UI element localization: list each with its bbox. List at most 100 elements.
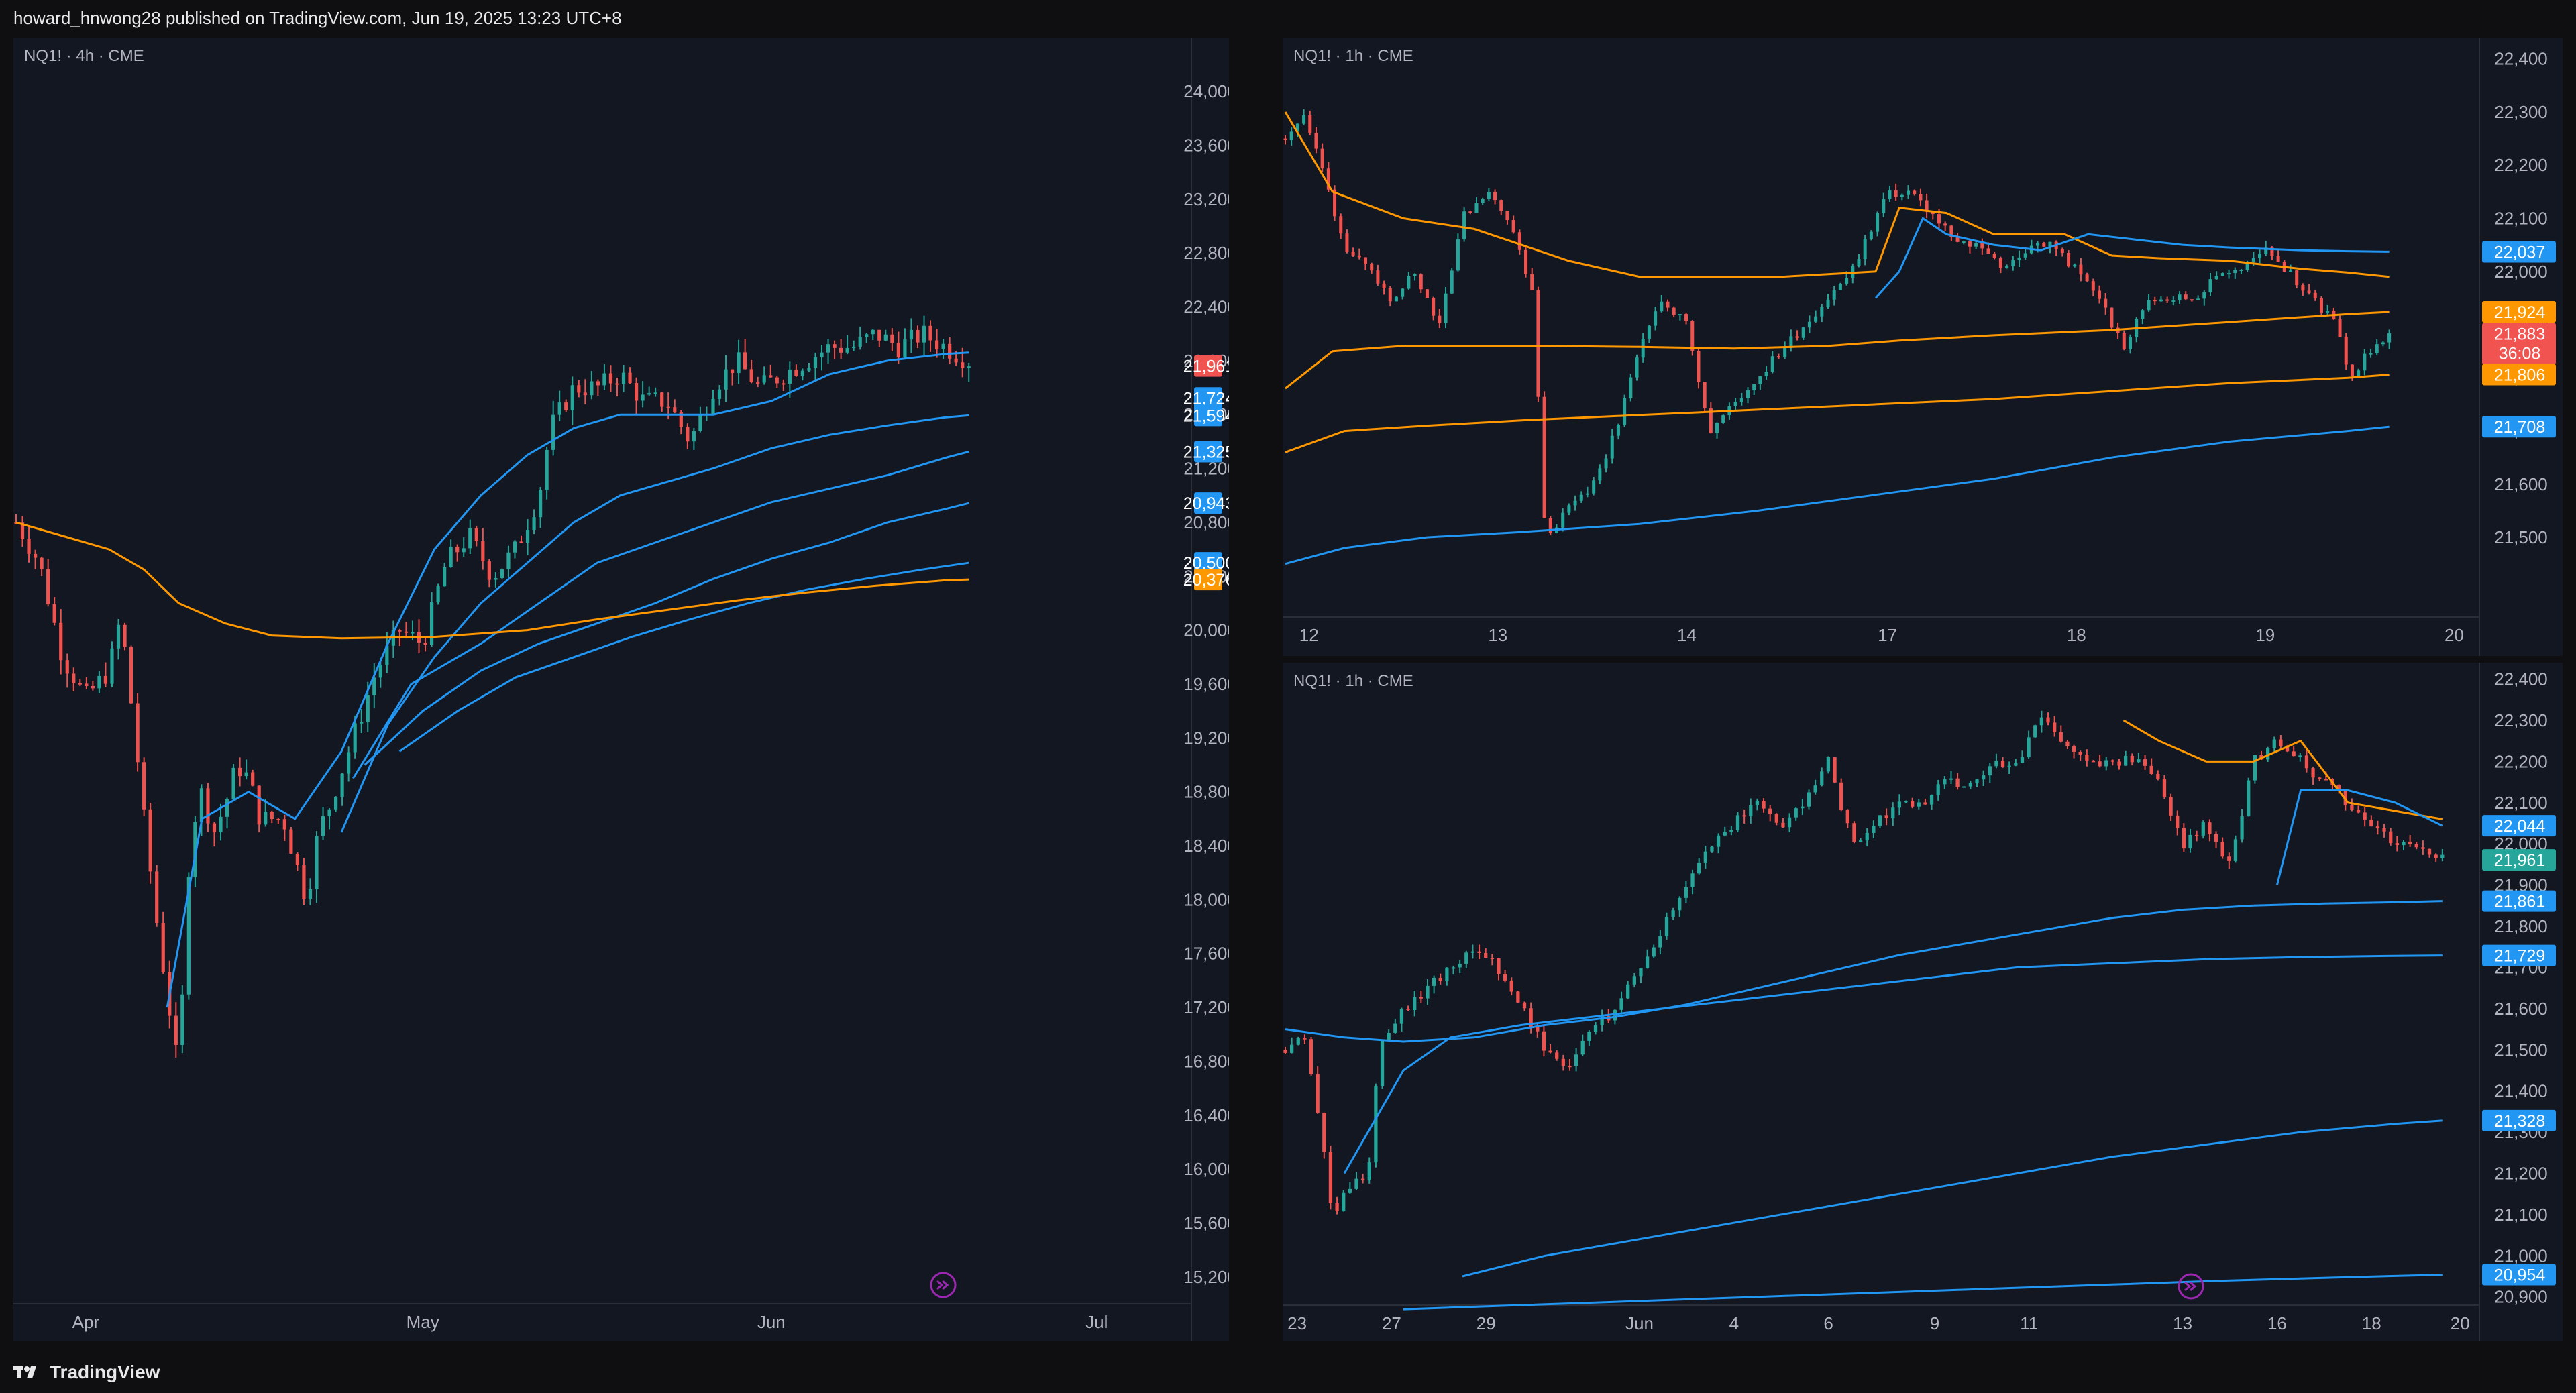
candle-body — [2104, 760, 2108, 767]
candle-body — [1647, 325, 1651, 339]
candle-body — [238, 767, 242, 777]
candle-body — [2247, 780, 2251, 817]
x-tick-label: 13 — [2173, 1313, 2192, 1333]
y-tick-label: 22,100 — [2494, 793, 2548, 813]
candle-body — [2027, 737, 2031, 757]
candle-body — [423, 643, 427, 645]
countdown-text: 36:08 — [2499, 345, 2541, 364]
candle-body — [1367, 1162, 1371, 1180]
candle-body — [577, 385, 581, 393]
price-label-text: 21,729 — [2494, 947, 2545, 966]
candle-body — [1749, 805, 1753, 816]
chart-panel-1h-bottom[interactable]: NQ1! · 1h · CME 22,400 22,300 22,200 22,100… — [1283, 663, 2563, 1341]
chart-panel-1h-top[interactable]: NQ1! · 1h · CME 22,400 22,300 22,200 22,100… — [1283, 38, 2563, 656]
candle-body — [1419, 997, 1423, 999]
y-tick-label: 22,100 — [2494, 209, 2548, 229]
brand-name: TradingView — [50, 1361, 160, 1382]
tradingview-logo[interactable]: TradingView — [13, 1361, 160, 1383]
candle-body — [2208, 822, 2212, 834]
candle-body — [2033, 725, 2037, 738]
candle-body — [2264, 247, 2268, 254]
price-label-text: 21,708 — [2494, 418, 2545, 437]
candle-body — [494, 577, 498, 580]
candle-body — [1900, 194, 1904, 197]
price-label-box — [1194, 552, 1222, 574]
candle-body — [1484, 952, 1488, 958]
scroll-to-realtime-icon[interactable] — [930, 1272, 957, 1298]
candle-body — [2171, 300, 2176, 302]
candle-body — [1370, 264, 1374, 271]
chart-svg-1h-bottom[interactable]: 22,40022,30022,20022,10022,00021,90021,8… — [1283, 663, 2563, 1341]
candle-body — [1690, 873, 1695, 887]
candle-body — [2307, 290, 2311, 293]
candle-body — [1755, 801, 1760, 805]
y-tick-label: 22,200 — [2494, 751, 2548, 771]
candle-body — [871, 329, 875, 335]
candle-body — [1555, 1052, 1559, 1059]
candle-body — [1639, 968, 1643, 977]
candle-body — [583, 392, 587, 396]
candle-body — [2313, 292, 2317, 298]
candle-body — [865, 334, 869, 337]
candle-body — [1781, 822, 1785, 828]
candle-body — [2276, 256, 2280, 262]
y-tick-label: 16,800 — [1183, 1051, 1229, 1071]
price-label-box — [2482, 815, 2556, 837]
price-label-text: 21,861 — [2494, 893, 2545, 911]
candle-body — [1820, 771, 1824, 786]
candle-body — [769, 375, 773, 378]
candle-body — [411, 632, 415, 634]
candle-body — [1308, 115, 1312, 133]
candle-body — [737, 352, 741, 374]
candle-body — [180, 994, 184, 1045]
candle-body — [1975, 779, 1979, 783]
indicator-line — [1285, 311, 2390, 390]
candle-body — [1432, 977, 1436, 986]
chart-panel-4h[interactable]: NQ1! · 4h · CME 24,000 23,600 23,200 22,800… — [13, 38, 1237, 1341]
candle-body — [1845, 278, 1849, 284]
candle-body — [2036, 243, 2040, 246]
candle-body — [1897, 801, 1902, 808]
candle-body — [1672, 307, 1676, 315]
candle-body — [1567, 505, 1571, 513]
candle-body — [1697, 862, 1701, 874]
candle-body — [33, 553, 38, 558]
indicator-line — [2123, 719, 2443, 820]
candle-body — [1493, 192, 1497, 201]
candle-body — [1845, 810, 1849, 824]
candle-body — [1671, 910, 1675, 917]
candle-body — [1388, 288, 1392, 302]
candle-body — [941, 343, 945, 350]
y-tick-label: 20,800 — [1183, 512, 1229, 533]
candle-body — [621, 372, 626, 385]
candle-body — [474, 528, 478, 541]
candle-body — [1838, 284, 1842, 290]
scroll-to-realtime-icon[interactable] — [2178, 1273, 2204, 1300]
candle-body — [1302, 115, 1306, 124]
price-label-box — [1194, 569, 1222, 591]
chart-svg-1h-top[interactable]: 22,40022,30022,20022,10022,00021,90021,8… — [1283, 38, 2563, 656]
candle-body — [327, 809, 331, 817]
candle-body — [1872, 826, 1876, 833]
candle-body — [2338, 319, 2342, 337]
candle-body — [2440, 854, 2445, 858]
candle-body — [2253, 755, 2257, 781]
price-label-text: 21,325 — [1183, 443, 1229, 461]
x-tick-label: 11 — [2020, 1313, 2038, 1333]
candle-body — [1438, 315, 1442, 323]
candle-body — [2128, 337, 2132, 349]
candle-body — [372, 677, 376, 695]
y-tick-label: 21,600 — [2494, 999, 2548, 1019]
candle-body — [436, 586, 440, 602]
candle-body — [2147, 300, 2151, 311]
candle-body — [1376, 270, 1380, 284]
candle-body — [1774, 814, 1778, 823]
candle-body — [762, 375, 766, 383]
chart-svg-4h[interactable]: 24,00023,60023,20022,80022,40022,00021,6… — [13, 38, 1237, 1341]
candle-body — [1619, 998, 1623, 1010]
candle-body — [1937, 214, 1941, 224]
candle-body — [1709, 408, 1713, 433]
candle-body — [1477, 951, 1481, 953]
indicator-line — [398, 561, 969, 753]
candle-body — [1801, 327, 1805, 338]
